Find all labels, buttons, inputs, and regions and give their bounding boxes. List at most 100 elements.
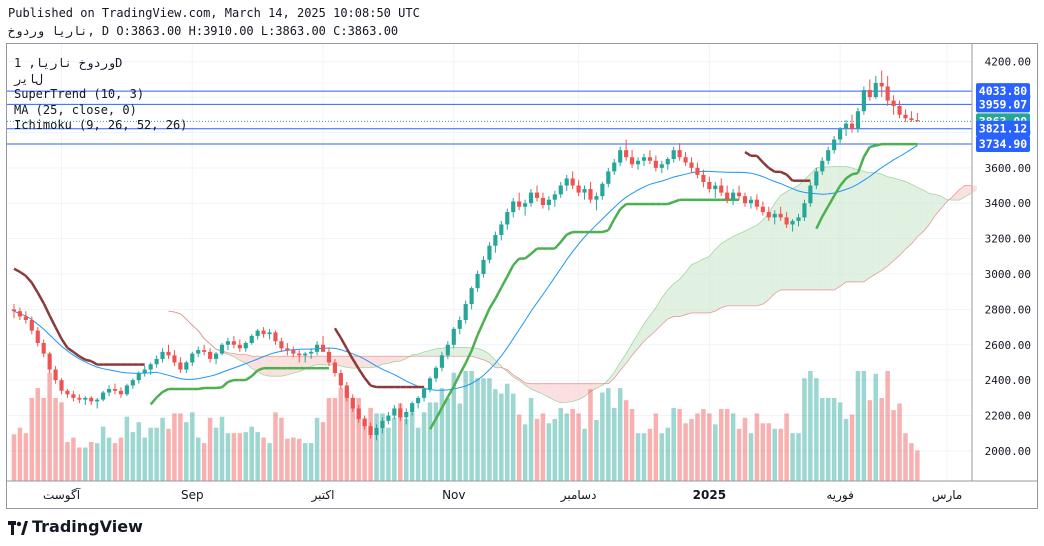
cloud-segment bbox=[525, 382, 532, 389]
supertrend-segment bbox=[257, 367, 265, 372]
volume-bar bbox=[225, 433, 231, 481]
y-tick-label: 2600.00 bbox=[985, 339, 1031, 352]
volume-bar bbox=[659, 433, 665, 481]
supertrend-segment bbox=[673, 198, 681, 204]
candle-body bbox=[309, 351, 314, 354]
cloud-segment bbox=[590, 383, 597, 392]
supertrend-segment bbox=[827, 195, 836, 207]
candle-body bbox=[748, 199, 754, 204]
cloud-segment bbox=[721, 239, 728, 308]
volume-bar bbox=[106, 437, 112, 481]
candle-body bbox=[338, 373, 343, 386]
candle-body bbox=[832, 139, 837, 151]
volume-bar bbox=[47, 372, 52, 481]
volume-bar bbox=[600, 392, 605, 481]
candle-body bbox=[237, 344, 242, 349]
cloud-segment bbox=[846, 166, 852, 282]
supertrend-segment bbox=[559, 233, 568, 243]
candle-body bbox=[303, 353, 308, 356]
x-tick-label: مارس bbox=[932, 488, 963, 503]
volume-bar bbox=[386, 427, 391, 481]
supertrend-segment bbox=[48, 314, 57, 328]
candle-body bbox=[374, 427, 379, 435]
candle-body bbox=[867, 90, 872, 98]
y-tick-label: 2000.00 bbox=[985, 445, 1031, 458]
x-tick-label: آگوست bbox=[43, 487, 81, 503]
candle-body bbox=[427, 378, 433, 389]
cloud-segment bbox=[418, 351, 425, 357]
candle-body bbox=[416, 397, 421, 404]
candle-body bbox=[861, 90, 866, 112]
supertrend-segment bbox=[780, 170, 788, 176]
candle-body bbox=[802, 203, 807, 218]
cloud-segment bbox=[519, 378, 526, 386]
candle-body bbox=[796, 217, 801, 221]
volume-bar bbox=[403, 418, 409, 481]
candlesticks bbox=[11, 70, 920, 441]
cloud-segment bbox=[727, 236, 734, 306]
candle-body bbox=[410, 403, 415, 412]
supertrend-segment bbox=[215, 386, 223, 390]
cloud-segment bbox=[887, 176, 894, 267]
volume-bar bbox=[713, 424, 718, 481]
volume-bar bbox=[421, 412, 427, 481]
volume-bar bbox=[915, 450, 920, 481]
candle-body bbox=[433, 367, 439, 379]
candle-body bbox=[505, 212, 510, 225]
supertrend-segment bbox=[149, 396, 158, 406]
supertrend-segment bbox=[245, 375, 253, 382]
supertrend-segment bbox=[357, 368, 366, 379]
supertrend-segment bbox=[464, 350, 473, 364]
volume-bar bbox=[903, 433, 908, 481]
volume-bar bbox=[790, 433, 795, 481]
candle-body bbox=[469, 288, 474, 305]
candle-body bbox=[148, 364, 153, 370]
candle-body bbox=[154, 358, 159, 365]
senkou-span-a bbox=[168, 166, 972, 404]
volume-bar bbox=[481, 378, 486, 481]
volume-bar bbox=[219, 416, 225, 481]
volume-bar bbox=[641, 433, 647, 481]
supertrend-segment bbox=[30, 282, 39, 294]
legend-supertrend[interactable]: SuperTrend (10, 3) bbox=[14, 87, 145, 102]
price-label-text: 3734.90 bbox=[979, 137, 1028, 151]
volume-bar bbox=[528, 398, 534, 481]
cloud-segment bbox=[638, 323, 644, 349]
supertrend-line bbox=[13, 142, 918, 430]
volume-bar bbox=[570, 409, 575, 481]
supertrend-segment bbox=[440, 396, 449, 409]
supertrend-segment bbox=[488, 298, 497, 310]
volume-bar bbox=[273, 412, 278, 481]
cloud-segment bbox=[667, 283, 674, 320]
legend-title: وردوخ ناریا, 1D bbox=[14, 56, 123, 70]
cloud-segment bbox=[733, 233, 740, 306]
chart-panel[interactable] bbox=[6, 43, 1038, 509]
supertrend-segment bbox=[761, 161, 770, 169]
legend-ichimoku[interactable]: Ichimoku (9, 26, 52, 26) bbox=[14, 118, 188, 133]
cloud-segment bbox=[649, 307, 656, 336]
supertrend-segment bbox=[250, 369, 259, 378]
cloud-segment bbox=[376, 356, 383, 367]
supertrend-segment bbox=[13, 267, 21, 273]
candle-body bbox=[47, 353, 52, 370]
supertrend-segment bbox=[363, 377, 372, 387]
candle-body bbox=[838, 128, 843, 140]
candle-body bbox=[695, 167, 700, 175]
legend-ma[interactable]: MA (25, close, 0) bbox=[14, 102, 137, 117]
volume-bar bbox=[213, 427, 219, 481]
volume-bar bbox=[320, 422, 326, 481]
cloud-segment bbox=[430, 348, 436, 357]
volume-bar bbox=[53, 398, 58, 481]
cloud-segment bbox=[762, 212, 769, 305]
volume-bar bbox=[302, 443, 308, 481]
candle-body bbox=[231, 341, 236, 345]
candle-body bbox=[826, 150, 831, 161]
candle-body bbox=[71, 394, 76, 398]
cloud-segment bbox=[507, 369, 514, 378]
cloud-segment bbox=[626, 343, 633, 364]
supertrend-segment bbox=[602, 229, 609, 234]
symbol-ohlc-line: ناریا وردوخ, D O:3863.00 H:3910.00 L:386… bbox=[8, 24, 399, 38]
cloud-segment bbox=[709, 249, 716, 313]
supertrend-segment bbox=[370, 384, 377, 389]
